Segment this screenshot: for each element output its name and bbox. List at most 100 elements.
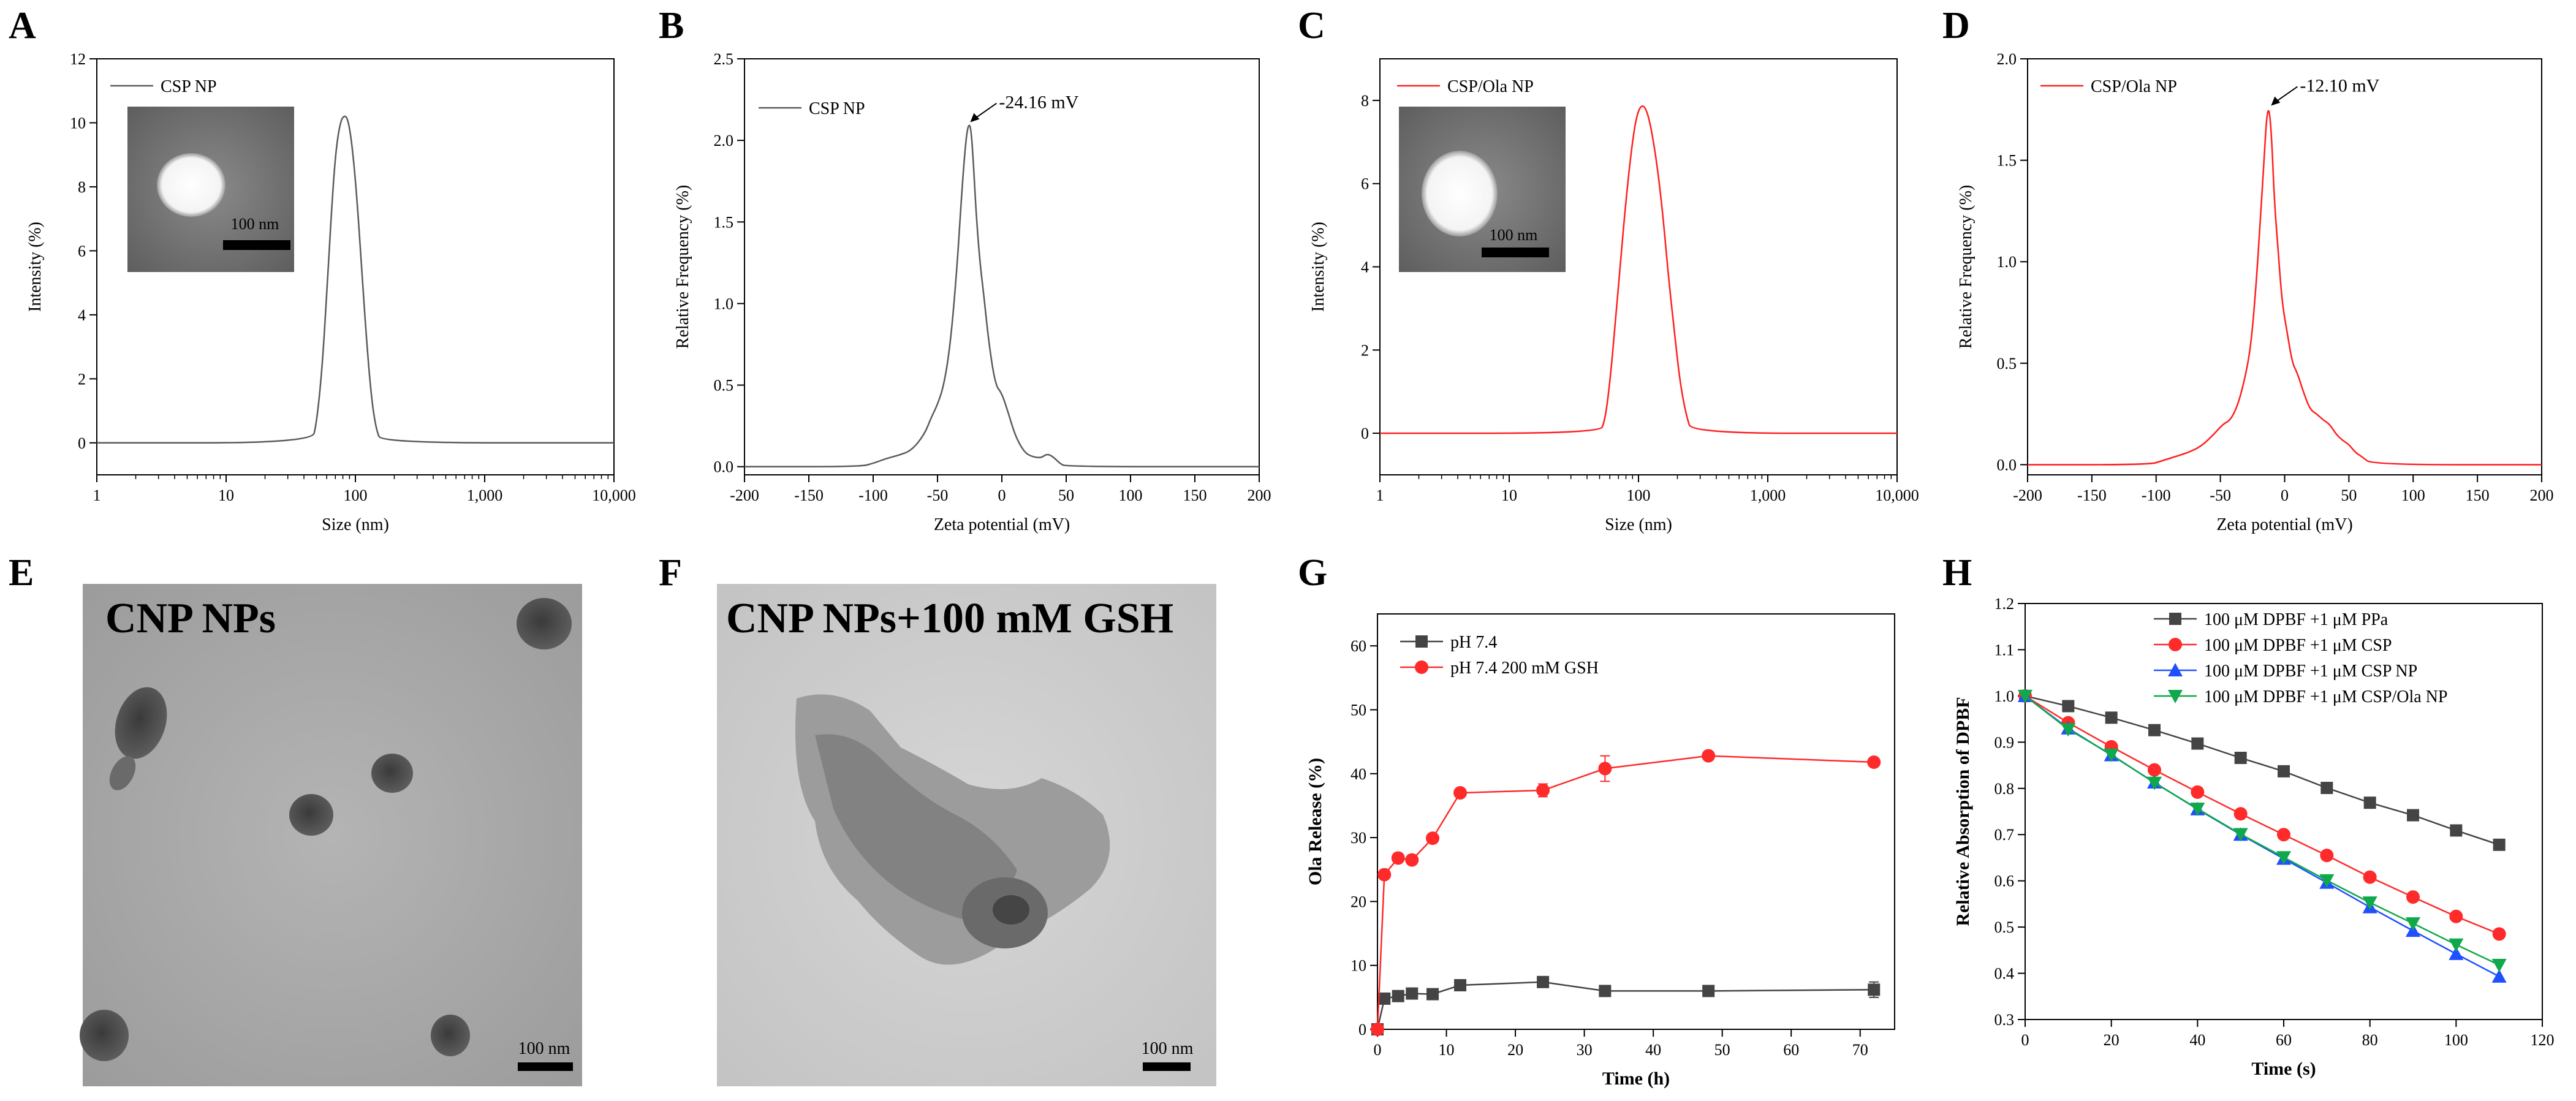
x-tick-label: 20 <box>2104 1031 2120 1049</box>
legend-label: CSP NP <box>809 99 865 118</box>
annotation-arrowhead <box>970 113 980 123</box>
series-line-1 <box>1376 755 1874 1030</box>
y-tick-label: 0.5 <box>1997 355 2017 373</box>
x-tick-label: 20 <box>1507 1041 1523 1059</box>
x-tick-label: 100 <box>1119 486 1143 504</box>
y-tick-label: 10 <box>1351 957 1366 975</box>
y-tick-label: 1.2 <box>1995 595 2015 613</box>
x-tick-label: 100 <box>344 486 368 504</box>
series-line-0 <box>1376 981 1874 1030</box>
data-point <box>2278 765 2290 778</box>
data-point <box>2277 828 2290 842</box>
x-tick-label: -100 <box>2142 486 2171 504</box>
data-point <box>2062 700 2075 713</box>
x-tick-label: 80 <box>2362 1031 2378 1049</box>
tem-e-title: CNP NPs <box>105 595 276 642</box>
legend-label: pH 7.4 <box>1450 633 1497 652</box>
legend-label: 100 μM DPBF +1 μM CSP/Ola NP <box>2204 687 2447 706</box>
y-tick-label: 4 <box>1361 259 1369 276</box>
data-point <box>1537 975 1550 988</box>
data-point <box>2191 737 2204 750</box>
x-tick-label: 150 <box>1183 486 1207 504</box>
panel-label-g: G <box>1298 552 1327 594</box>
x-tick-label: 1,000 <box>467 486 503 504</box>
x-axis-label: Size (nm) <box>322 515 389 534</box>
legend-marker <box>2169 638 2182 651</box>
data-point <box>2320 782 2333 795</box>
data-point <box>1406 987 1419 1000</box>
x-tick-label: 100 <box>2444 1031 2468 1049</box>
panel-label-c: C <box>1298 5 1325 47</box>
x-tick-label: 50 <box>1714 1041 1730 1059</box>
data-point <box>1454 979 1467 992</box>
y-tick-label: 50 <box>1351 701 1366 719</box>
data-point <box>2319 874 2335 888</box>
y-tick-label: 0.5 <box>714 377 734 395</box>
x-tick-label: 120 <box>2531 1031 2555 1049</box>
y-tick-label: 1.0 <box>1997 253 2017 271</box>
x-tick-label: 10 <box>1439 1041 1455 1059</box>
data-point <box>2234 751 2247 764</box>
data-point <box>1453 786 1468 800</box>
inset-a-scale-bar <box>223 240 290 250</box>
series-line-0 <box>2028 110 2542 466</box>
y-tick-label: 0.0 <box>714 458 734 476</box>
legend-label: CSP/Ola NP <box>1447 77 1534 96</box>
data-point <box>2105 711 2118 724</box>
legend-label: 100 μM DPBF +1 μM CSP <box>2204 636 2392 655</box>
x-tick-label: 30 <box>1577 1041 1593 1059</box>
data-point <box>2148 763 2161 777</box>
chart-h: 0 20 40 60 80 100 120 0.3 0.4 0.5 0.6 0.7 0.8 0.9 1.0 1… <box>1953 595 2555 1079</box>
data-point <box>2061 723 2076 737</box>
x-tick-label: -50 <box>2210 486 2231 504</box>
y-tick-label: 40 <box>1351 765 1366 783</box>
chart-a: 1 10 100 1,000 10,000 0 2 4 6 8 10 12 Size (nm) Inten… <box>26 50 636 534</box>
y-tick-label: 2.5 <box>714 50 734 68</box>
data-point <box>2233 828 2248 842</box>
data-point <box>1377 868 1392 882</box>
y-tick-label: 6 <box>1361 175 1369 193</box>
panel-label-a: A <box>9 5 36 47</box>
legend-marker <box>2168 663 2183 676</box>
x-tick-label: 100 <box>1627 486 1651 504</box>
x-tick-label: 0 <box>2281 486 2289 504</box>
y-tick-label: 1.5 <box>714 213 734 231</box>
y-tick-label: 2.0 <box>1997 50 2017 68</box>
data-point <box>1598 762 1612 776</box>
series-line-1 <box>2025 695 2500 935</box>
legend-label: 100 μM DPBF +1 μM PPa <box>2204 610 2388 629</box>
data-point <box>2233 807 2248 821</box>
chart-g: 0 10 20 30 40 50 60 70 0 10 20 30 40 50 60 Time (h) Ola … <box>1305 613 1895 1089</box>
x-axis-label: Zeta potential (mV) <box>2216 515 2352 534</box>
x-tick-label: 1,000 <box>1750 486 1786 504</box>
data-point <box>1391 851 1405 865</box>
data-point <box>2276 851 2291 865</box>
x-tick-label: 10,000 <box>592 486 636 504</box>
x-tick-label: -200 <box>730 486 759 504</box>
y-tick-label: 0.3 <box>1995 1011 2015 1029</box>
panel-label-e: E <box>9 552 34 594</box>
x-tick-label: 1 <box>1376 486 1384 504</box>
x-tick-label: 40 <box>2189 1031 2205 1049</box>
tem-f-title: CNP NPs+100 mM GSH <box>726 595 1173 642</box>
data-point <box>2363 870 2377 884</box>
x-axis-label: Size (nm) <box>1605 515 1672 534</box>
x-tick-label: 10 <box>1501 486 1517 504</box>
y-tick-label: 1.1 <box>1995 641 2015 659</box>
y-tick-label: 10 <box>70 114 86 132</box>
x-tick-label: 60 <box>2276 1031 2292 1049</box>
legend-marker <box>2168 690 2183 703</box>
y-tick-label: 2 <box>78 370 86 388</box>
tem-image-f: CNP NPs+100 mM GSH 100 nm <box>717 584 1216 1086</box>
y-tick-label: 0 <box>78 434 86 452</box>
data-point <box>2190 802 2205 816</box>
chart-c: 1 10 100 1,000 10,000 0 2 4 6 8 Size (nm) Intensity… <box>1309 58 1919 534</box>
data-point <box>1378 992 1391 1005</box>
x-tick-label: 100 <box>2401 486 2425 504</box>
data-point <box>1426 831 1440 846</box>
y-axis-label: Ola Release (%) <box>1305 758 1325 885</box>
data-point <box>2406 890 2420 904</box>
y-tick-label: 60 <box>1351 637 1366 655</box>
data-point <box>1868 983 1881 996</box>
peak-annotation: -24.16 mV <box>999 93 1078 113</box>
